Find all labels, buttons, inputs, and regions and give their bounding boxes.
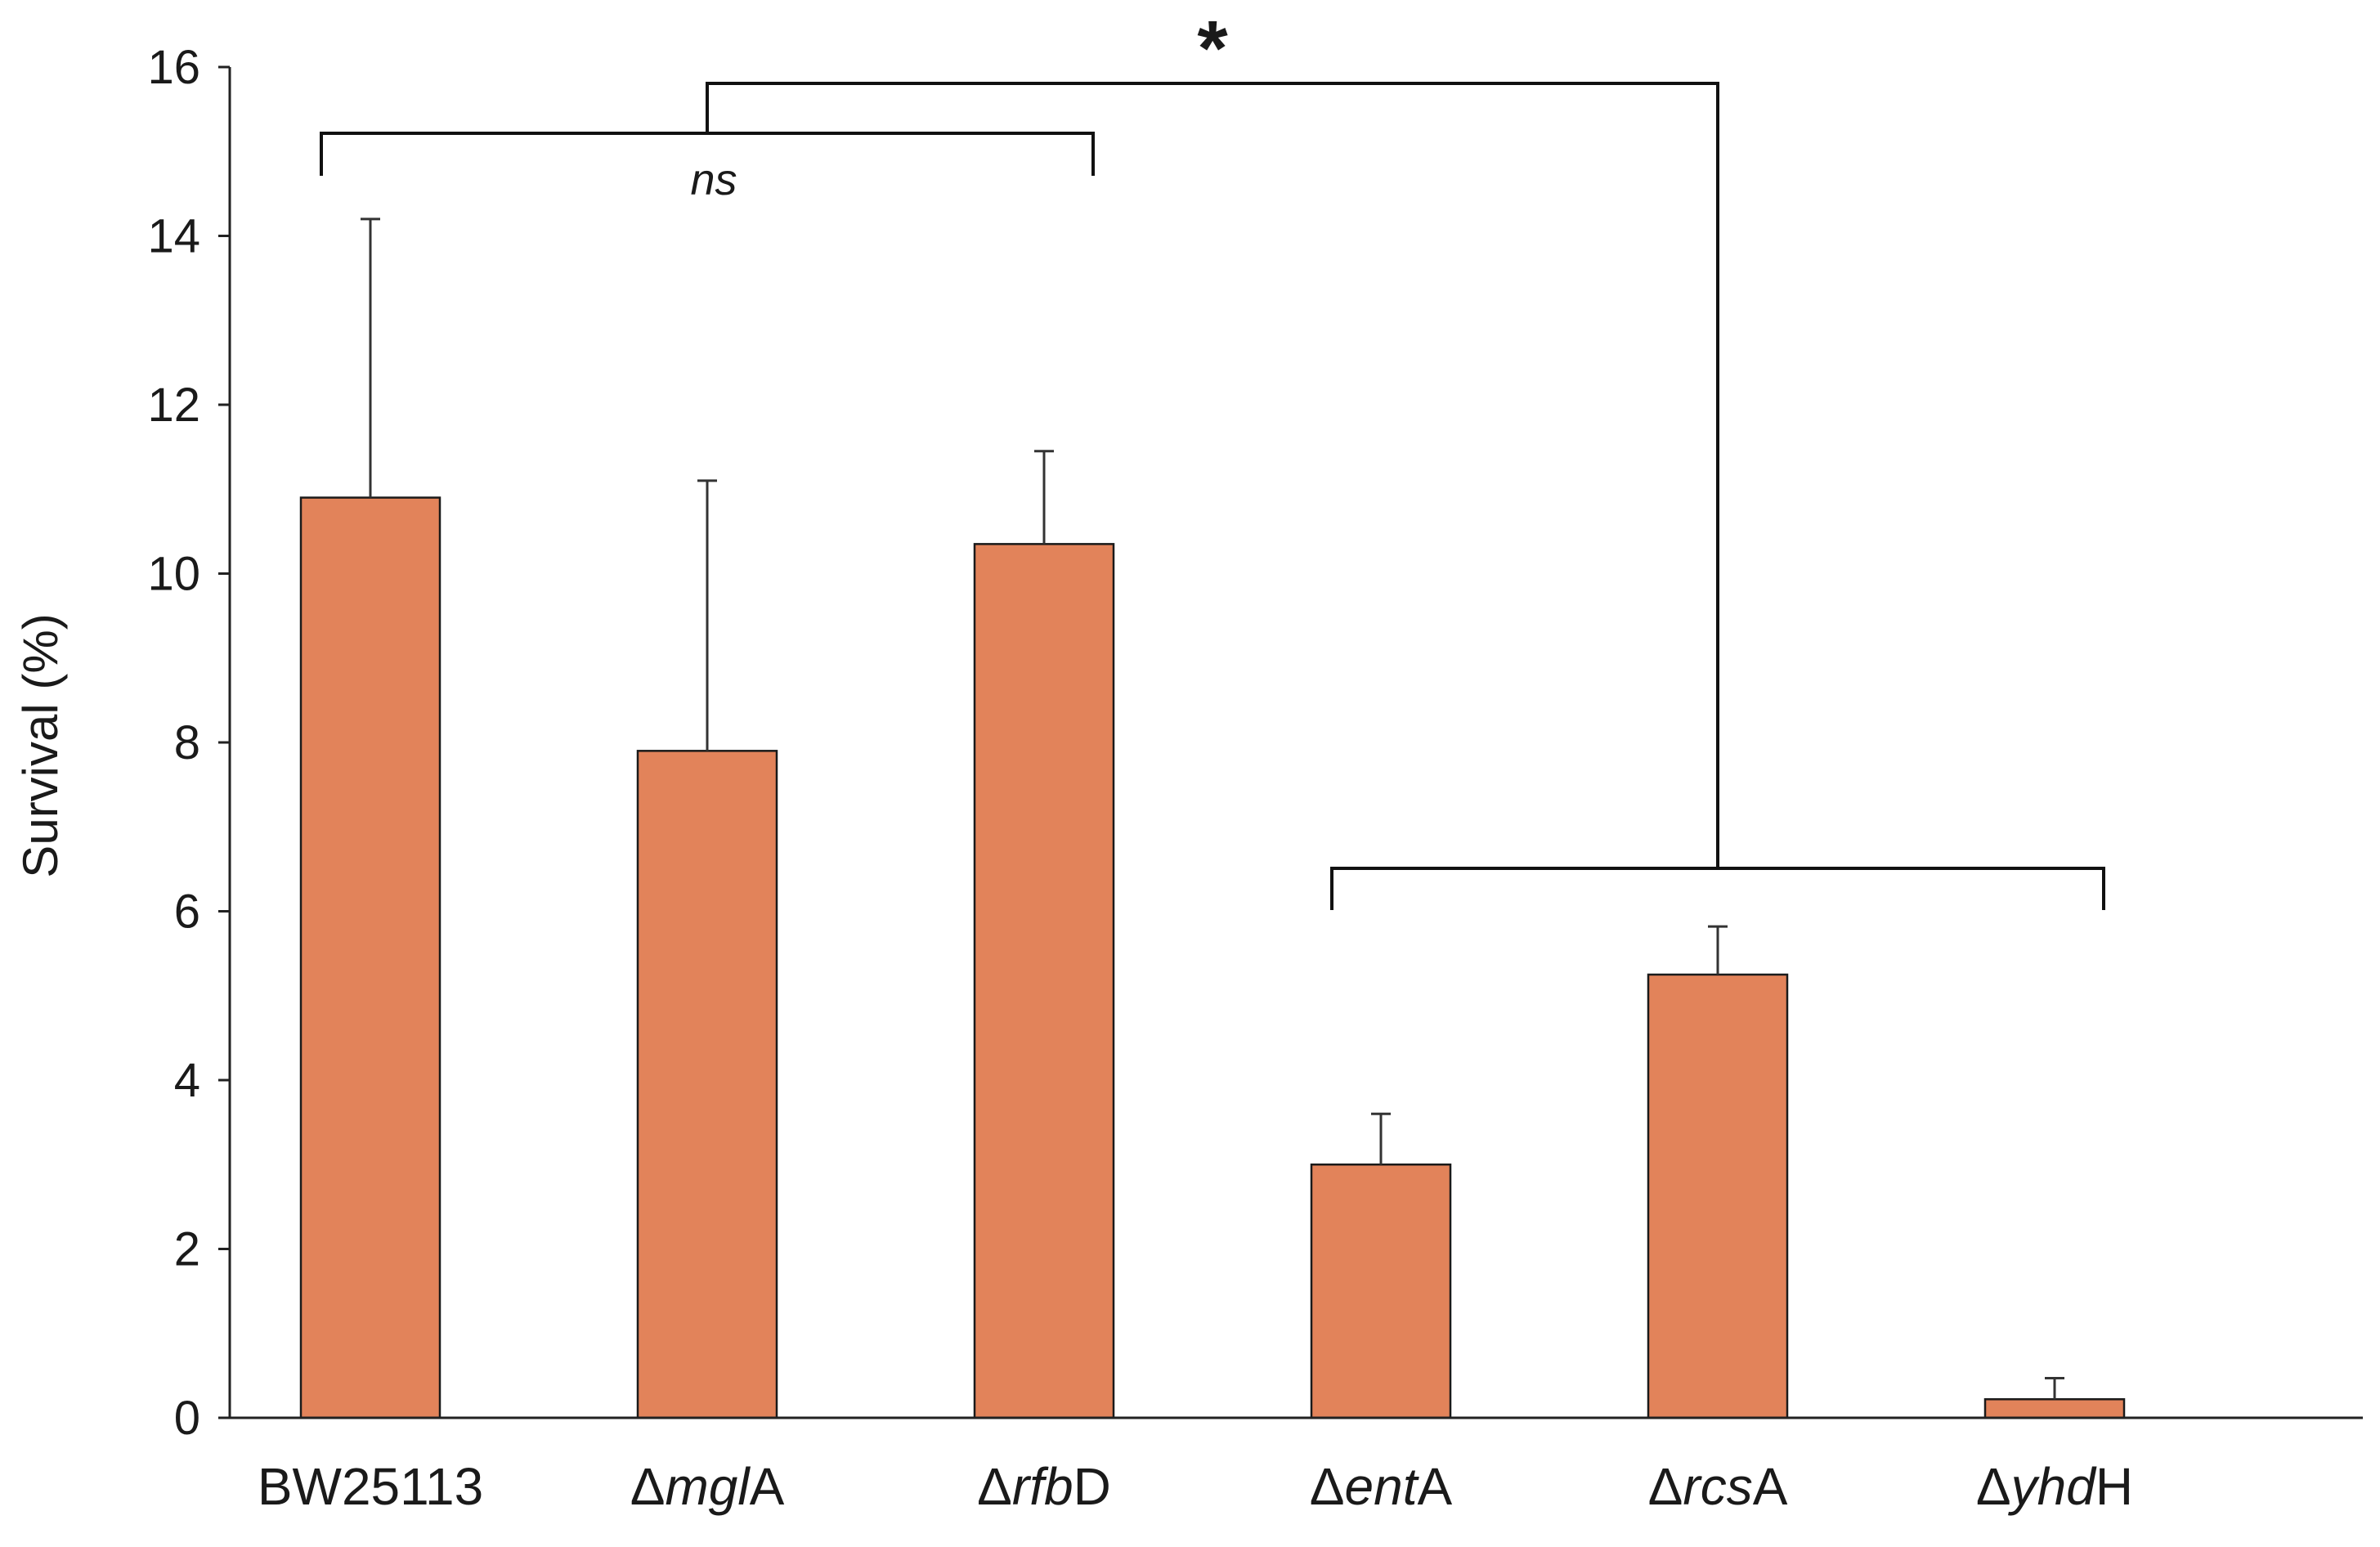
significance-star: *	[1197, 5, 1228, 92]
x-tick-label-5: ΔyhdH	[1976, 1457, 2133, 1516]
bar-3	[1310, 1164, 1452, 1419]
y-tick-label-6: 6	[174, 886, 200, 939]
y-axis: 0 2 4 6 8 10 12 14 16	[147, 41, 231, 1445]
y-tick-label-2: 2	[174, 1223, 200, 1276]
bar-4	[1647, 973, 1789, 1419]
x-tick-label-4: ΔrcsA	[1648, 1457, 1788, 1516]
y-tick-label-10: 10	[147, 548, 200, 601]
significance-annotations: ns *	[320, 5, 2105, 910]
x-axis: BW25113 ΔmglA ΔrfbD ΔentA ΔrcsA ΔyhdH	[230, 1416, 2363, 1516]
x-tick-label-2: ΔrfbD	[977, 1457, 1111, 1516]
y-tick-label-16: 16	[147, 41, 200, 94]
bar-1	[636, 750, 778, 1419]
y-tick-label-12: 12	[147, 379, 200, 432]
bar-0	[299, 496, 441, 1419]
x-tick-label-1: ΔmglA	[630, 1457, 785, 1516]
mutant-bracket	[1330, 867, 2105, 910]
y-tick-label-4: 4	[174, 1054, 200, 1107]
bars	[299, 217, 2126, 1419]
ns-label: ns	[690, 155, 737, 204]
x-tick-label-0: BW25113	[258, 1457, 483, 1516]
y-tick-label-8: 8	[174, 716, 200, 769]
y-tick-label-0: 0	[174, 1392, 200, 1445]
y-axis-title: Survival (%)	[13, 613, 68, 877]
bar-2	[973, 543, 1115, 1419]
y-tick-label-14: 14	[147, 210, 200, 263]
x-tick-label-3: ΔentA	[1310, 1457, 1453, 1516]
bar-5	[1983, 1398, 2126, 1419]
significance-bracket	[706, 82, 1719, 868]
